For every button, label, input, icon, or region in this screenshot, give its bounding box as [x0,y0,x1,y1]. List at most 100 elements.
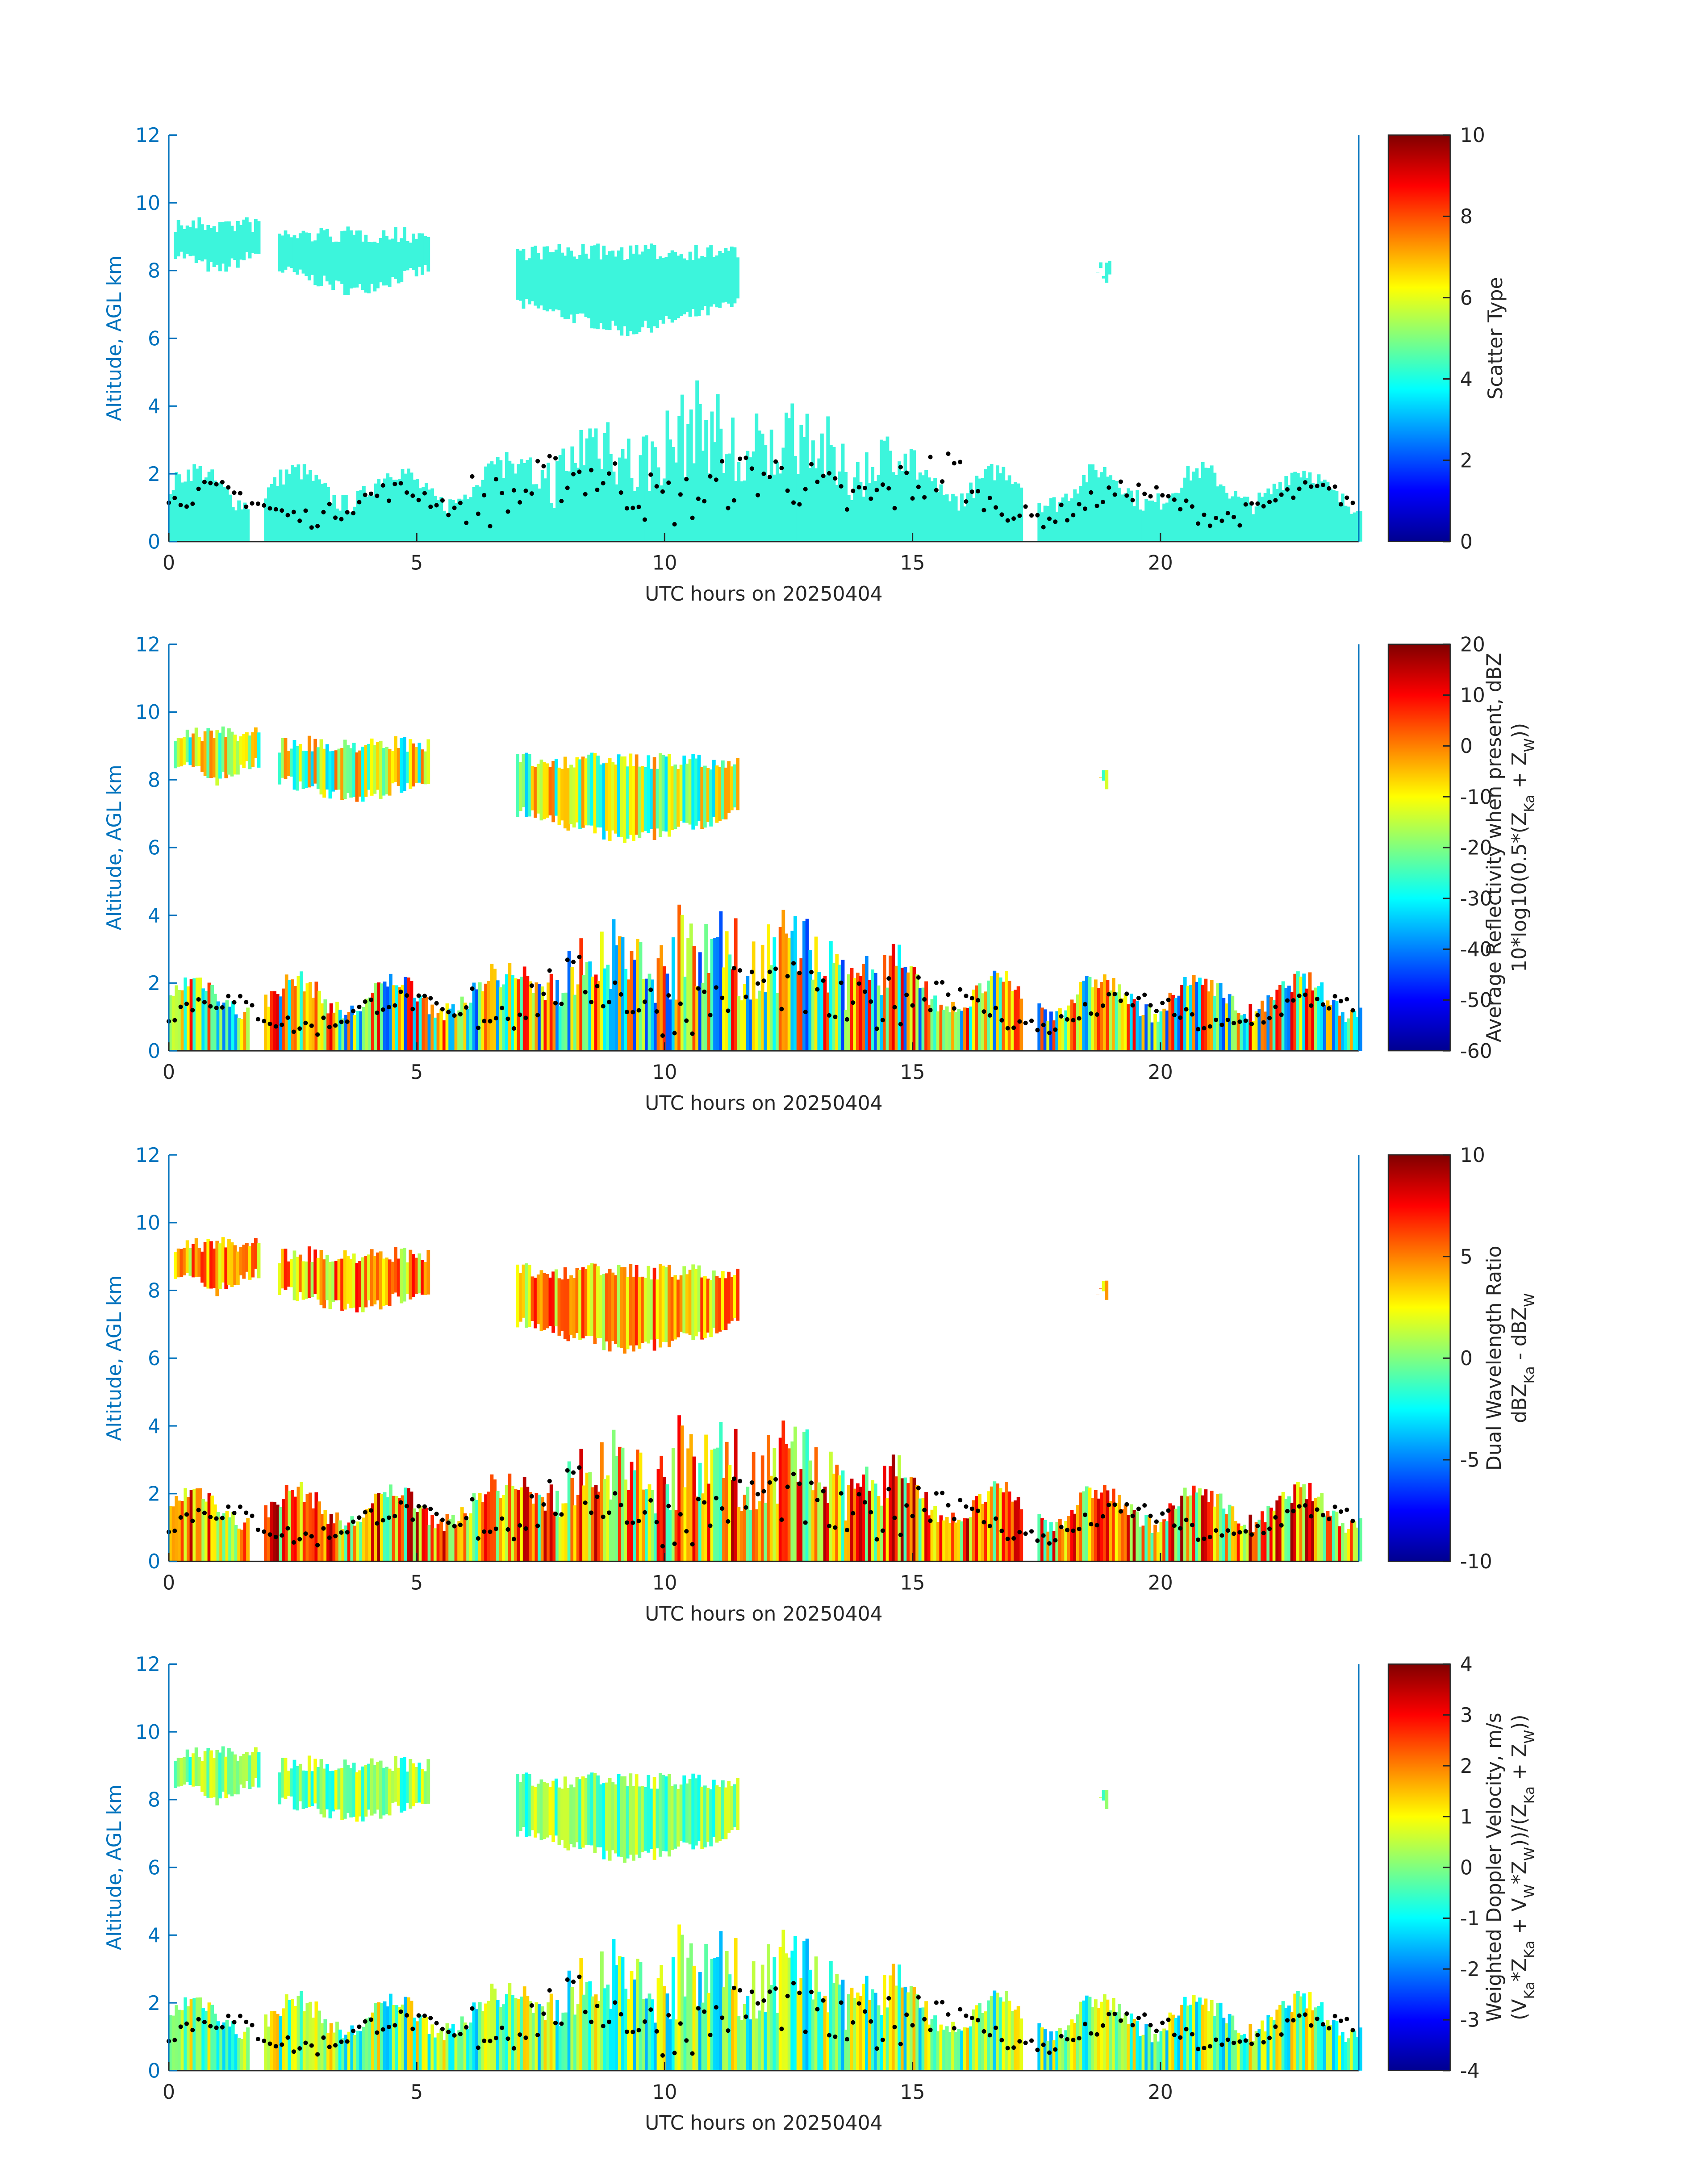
echo [547,1493,550,1562]
echo [633,959,637,1051]
echo [188,737,192,765]
echo [1287,485,1291,542]
cloud-base-dot [476,1025,480,1030]
echo [189,979,193,1051]
echo [662,478,666,542]
cloud-base-dot [339,517,344,522]
echo [1201,462,1205,542]
cloud-base-dot [1053,1538,1058,1543]
cloud-base-dot [1029,2038,1034,2043]
cloud-base-dot [172,496,177,501]
cloud-base-dot [1029,1018,1034,1023]
echo [823,976,827,1051]
echo [1347,1529,1351,1562]
cloud-base-dot [946,451,951,456]
echo [206,225,210,272]
echo [1076,994,1080,1051]
echo [984,2011,988,2071]
echo [781,1421,785,1562]
echo [415,1001,419,1051]
colorbar-tick-label: 2 [1460,1755,1473,1778]
echo [264,994,267,1051]
echo [343,230,347,295]
cloud-base-dot [684,476,689,482]
echo [364,1256,368,1308]
echo [1341,1012,1345,1051]
echo [175,1496,179,1562]
echo [1332,2020,1336,2071]
echo [219,1517,223,1562]
cloud-base-dot [434,1001,439,1006]
echo [382,748,386,796]
echo [288,1491,292,1562]
cloud-base-dot [1243,1529,1248,1534]
echo [200,741,204,772]
cloud-base-dot [940,2000,945,2005]
echo [972,498,976,542]
echo [243,1011,247,1051]
echo [326,487,330,542]
echo [660,945,664,1051]
echo [1120,998,1124,1051]
echo [710,939,714,1051]
echo [1299,477,1303,542]
echo [288,2000,292,2071]
echo [227,1239,231,1286]
echo [180,1501,184,1562]
echo [1118,488,1122,542]
cloud-base-dot [839,2000,844,2005]
cloud-base-dot [595,984,600,989]
echo [514,1998,518,2071]
echo [817,972,821,1051]
cloud-base-dot [339,1020,344,1024]
echo [1132,2019,1136,2071]
echo [361,1257,365,1312]
echo [540,986,544,1051]
cloud-base-dot [208,1514,213,1520]
echo [1183,1488,1187,1562]
cloud-base-dot [1094,503,1099,508]
cloud-base-dot [1082,2022,1088,2027]
cloud-base-dot [1041,1533,1046,1538]
echo [626,1786,630,1859]
echo [300,1482,303,1562]
echo [536,1784,540,1834]
echo [811,979,815,1051]
echo [505,974,509,1051]
echo [1225,2023,1228,2071]
cloud-base-dot [601,1004,606,1009]
echo [1049,1522,1053,1562]
echo [436,1523,440,1562]
echo [623,756,626,843]
echo [502,2004,505,2071]
echo [313,1249,317,1295]
echo [547,982,550,1051]
echo [596,1266,600,1338]
cloud-base-dot [511,1537,516,1542]
echo [1341,2032,1345,2071]
cloud-base-dot [178,1515,183,1520]
echo [626,766,630,839]
cloud-base-dot [368,997,374,1002]
echo [1109,475,1113,542]
echo [1007,475,1011,542]
cloud-base-dot [1005,2046,1010,2051]
cloud-base-dot [1350,1518,1355,1523]
echo [1186,1496,1190,1562]
echo [240,509,244,542]
echo [412,234,415,271]
echo [1335,1001,1339,1051]
echo [183,737,186,765]
echo [502,1495,505,1562]
cloud-base-dot [315,524,320,529]
echo [981,1504,985,1562]
echo [573,463,577,542]
echo [909,1986,913,2071]
echo [835,1464,839,1562]
x-tick-label: 5 [410,2081,423,2104]
echo [689,923,693,1051]
echo [688,759,692,825]
cloud-base-dot [446,1520,451,1525]
echo [1225,1514,1228,1562]
cloud-base-dot [368,491,374,496]
